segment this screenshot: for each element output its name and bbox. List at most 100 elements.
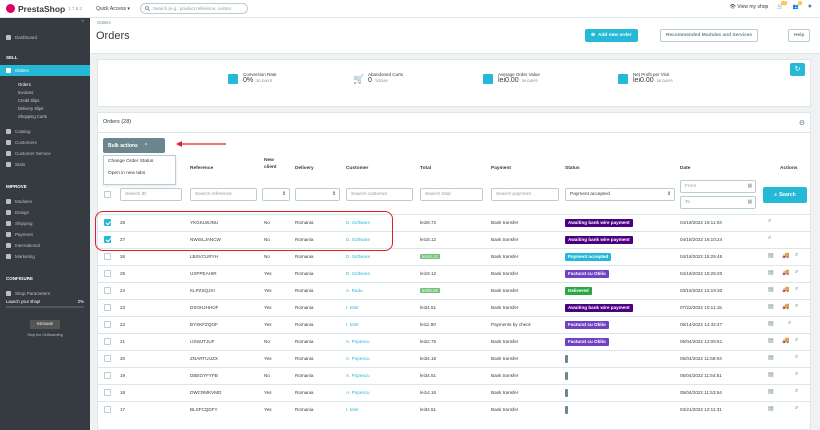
sidebar-sub-delivery-slips[interactable]: Delivery Slips	[18, 105, 44, 111]
cell-customer[interactable]: D. Software	[346, 254, 370, 259]
table-row[interactable]: 17 BLSFCQDFY Yes Romania t. testr lei34.51 Ban…	[98, 401, 810, 418]
status-badge[interactable]	[565, 389, 568, 397]
table-row[interactable]: 23 DSOHJHHOF Yes Romania t. testr lei34.51 Ban…	[98, 299, 810, 316]
table-row[interactable]: 21 IJSWJTJUF No Romania A. Popescu lei22.75 Ba…	[98, 333, 810, 350]
customers-notification[interactable]: 👥 1	[793, 0, 802, 10]
bulk-actions-button[interactable]: Bulk actions ⌃	[103, 138, 165, 153]
view-icon[interactable]: ⌕	[795, 286, 799, 292]
view-icon[interactable]: ⌕	[795, 354, 799, 360]
cell-customer[interactable]: D. Software	[346, 271, 370, 276]
stop-onboarding-link[interactable]: Stop the OnBoarding	[27, 333, 63, 337]
bulk-option-change-status[interactable]: Change Order Status	[108, 159, 154, 164]
invoice-icon[interactable]: ▤	[768, 304, 774, 310]
status-badge[interactable]: Facturat cu Oblio	[565, 270, 609, 278]
help-button[interactable]: Help	[788, 29, 811, 42]
status-badge[interactable]: Facturat cu Oblio	[565, 321, 609, 329]
kpi-abandoned-carts[interactable]: 🛒 Abandoned Carts 0 TODAY	[353, 72, 403, 84]
filter-customer[interactable]: Search customer	[346, 188, 413, 201]
table-row[interactable]: 25 UXPPEAHIR Yes Romania D. Software lei19.12…	[98, 265, 810, 282]
sidebar-item-orders[interactable]: Orders	[0, 65, 90, 76]
orders-notification[interactable]: 🛒 12	[777, 0, 787, 10]
sidebar-item-catalog[interactable]: Catalog	[0, 126, 90, 137]
delivery-truck-icon[interactable]: 🚚	[782, 253, 790, 259]
delivery-truck-icon[interactable]: 🚚	[782, 287, 790, 293]
delivery-truck-icon[interactable]: 🚚	[782, 304, 790, 310]
column-date[interactable]: Date	[680, 166, 691, 171]
sidebar-item-international[interactable]: International	[0, 240, 90, 251]
sidebar-sub-credit-slips[interactable]: Credit Slips	[18, 97, 40, 103]
column-reference[interactable]: Reference	[190, 166, 214, 171]
sidebar-item-dashboard[interactable]: Dashboard	[0, 32, 90, 43]
table-row[interactable]: 26 LBSVCURYH No Romania D. Software lei18.12 B…	[98, 248, 810, 265]
row-checkbox[interactable]	[104, 321, 111, 328]
invoice-icon[interactable]: ▤	[768, 338, 774, 344]
row-checkbox[interactable]	[104, 372, 111, 379]
status-badge[interactable]: Facturat cu Oblio	[565, 338, 609, 346]
sidebar-item-stats[interactable]: Stats	[0, 159, 90, 170]
cell-customer[interactable]: D. Software	[346, 220, 370, 225]
column-payment[interactable]: Payment	[491, 166, 511, 171]
collapse-sidebar-icon[interactable]: «	[81, 18, 84, 23]
column-new-client[interactable]: New client	[264, 158, 277, 170]
row-checkbox[interactable]	[104, 219, 111, 226]
quick-access-menu[interactable]: Quick Access ▾	[96, 5, 130, 12]
sidebar-sub-shopping-carts[interactable]: Shopping Carts	[18, 113, 47, 119]
status-badge[interactable]: Awaiting bank wire payment	[565, 304, 633, 312]
column-status[interactable]: Status	[565, 166, 580, 171]
filter-payment[interactable]: Search payment	[491, 188, 559, 201]
row-checkbox[interactable]	[104, 270, 111, 277]
logo[interactable]: PrestaShop 1.7.8.2	[0, 4, 96, 14]
sidebar-item-marketing[interactable]: Marketing	[0, 251, 90, 262]
kpi-average-order[interactable]: Average Order Value lei0.00 30 DAYS	[483, 72, 540, 84]
filter-delivery[interactable]: ⇕	[295, 188, 340, 201]
row-checkbox[interactable]	[104, 406, 111, 413]
sidebar-item-design[interactable]: Design	[0, 207, 90, 218]
column-delivery[interactable]: Delivery	[295, 166, 314, 171]
filter-total[interactable]: Search total	[420, 188, 483, 201]
search-button[interactable]: ⌕ Search	[763, 187, 807, 203]
table-row[interactable]: 22 BYSKFZQOF Yes Romania t. testr lei11.90 Pay…	[98, 316, 810, 333]
sidebar-sub-invoices[interactable]: Invoices	[18, 89, 34, 95]
delivery-truck-icon[interactable]: 🚚	[782, 338, 790, 344]
cell-customer[interactable]: A. Popescu	[346, 390, 370, 395]
gear-icon[interactable]: ⚙	[798, 120, 805, 127]
table-row[interactable]: 24 KLPZSQJXI Yes Romania A. Radu lei29.00 Bank…	[98, 282, 810, 299]
view-icon[interactable]: ⌕	[795, 337, 799, 343]
view-icon[interactable]: ⌕	[795, 269, 799, 275]
table-row[interactable]: 20 ZNARTUIJZX Yes Romania A. Popescu lei34.18…	[98, 350, 810, 367]
cell-customer[interactable]: A. Radu	[346, 288, 363, 293]
sidebar-item-modules[interactable]: Modules	[0, 196, 90, 207]
table-row[interactable]: 28 YKGKLWJNU No Romania D. Software lei28.72 B…	[98, 214, 810, 231]
view-icon[interactable]: ⌕	[795, 388, 799, 394]
status-badge[interactable]: Payment accepted	[565, 253, 612, 261]
cell-customer[interactable]: t. testr	[346, 305, 359, 310]
row-checkbox[interactable]	[104, 236, 111, 243]
cell-customer[interactable]: A. Popescu	[346, 356, 370, 361]
row-checkbox[interactable]	[104, 287, 111, 294]
cell-customer[interactable]: t. testr	[346, 407, 359, 412]
status-badge[interactable]: Awaiting bank wire payment	[565, 236, 633, 244]
bulk-option-open-tabs[interactable]: Open in new tabs	[108, 171, 146, 176]
table-row[interactable]: 27 NWISLJANCW No Romania D. Software lei18.12…	[98, 231, 810, 248]
delivery-truck-icon[interactable]: 🚚	[782, 270, 790, 276]
filter-status[interactable]: Payment accepted ⇕	[565, 188, 675, 201]
invoice-icon[interactable]: ▤	[768, 406, 774, 412]
kpi-net-profit[interactable]: Net Profit per Visit lei0.00 30 DAYS	[618, 72, 673, 84]
refresh-kpi-button[interactable]: ↻	[790, 63, 805, 76]
invoice-icon[interactable]: ▤	[768, 270, 774, 276]
row-checkbox[interactable]	[104, 355, 111, 362]
search-input[interactable]: Search (e.g.: product reference, custon	[139, 3, 248, 14]
view-icon[interactable]: ⌕	[768, 235, 772, 241]
view-icon[interactable]: ⌕	[768, 218, 772, 224]
cell-customer[interactable]: D. Software	[346, 237, 370, 242]
view-icon[interactable]: ⌕	[788, 320, 792, 326]
filter-reference[interactable]: Search reference	[190, 188, 257, 201]
resume-button[interactable]: RESUME	[30, 320, 60, 329]
invoice-icon[interactable]: ▤	[768, 253, 774, 259]
column-total[interactable]: Total	[420, 166, 432, 171]
view-icon[interactable]: ⌕	[795, 303, 799, 309]
view-shop-link[interactable]: 👁 View my shop	[730, 4, 769, 10]
status-badge[interactable]: Delivered	[565, 287, 592, 295]
view-icon[interactable]: ⌕	[795, 252, 799, 258]
sidebar-item-shipping[interactable]: Shipping	[0, 218, 90, 229]
